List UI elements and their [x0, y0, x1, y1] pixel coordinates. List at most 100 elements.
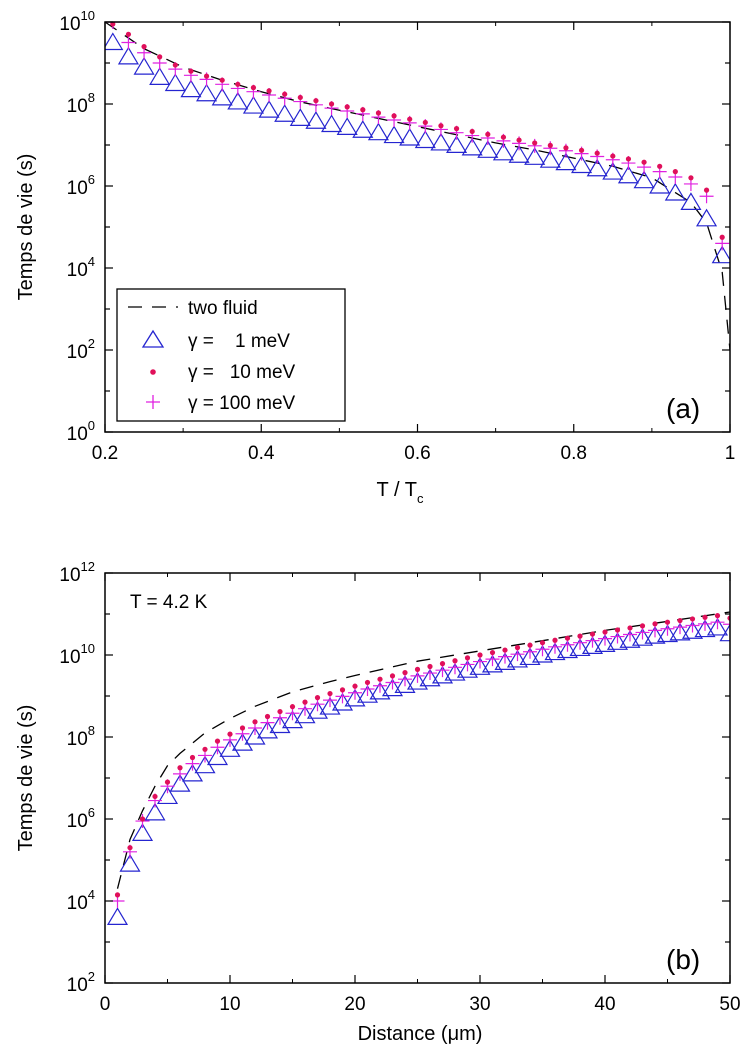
- gamma-10-point: [439, 661, 446, 667]
- gamma-10-point: [414, 666, 421, 672]
- gamma-1-point: [117, 46, 139, 65]
- y-tick-label: 102: [67, 969, 95, 996]
- gamma-1-point: [274, 104, 296, 122]
- gamma-1-point: [586, 158, 608, 177]
- x-tick-label: 20: [344, 994, 365, 1015]
- panel-a-legend: two fluid γ = 1 meV γ = 10 meV γ = 100 m…: [116, 288, 346, 422]
- gamma-1-point: [289, 108, 311, 126]
- gamma-1-point: [664, 182, 686, 201]
- gamma-10-point: [641, 159, 647, 165]
- gamma-1-point: [519, 647, 541, 666]
- gamma-1-point: [617, 165, 639, 184]
- gamma-10-point: [589, 631, 596, 637]
- gamma-10-point: [339, 687, 346, 693]
- gamma-1-point: [706, 617, 729, 636]
- gamma-10-point: [672, 169, 678, 175]
- gamma-10-point: [489, 649, 496, 656]
- x-tick-label: 1: [725, 443, 736, 464]
- legend-two-fluid-label: two fluid: [188, 298, 258, 319]
- x-tick-label: 30: [469, 994, 490, 1015]
- y-tick-label: 106: [67, 172, 95, 199]
- gamma-10-point: [502, 647, 508, 653]
- gamma-10-point: [564, 635, 571, 641]
- gamma-1-point: [680, 192, 702, 210]
- gamma-10-point: [327, 690, 333, 697]
- gamma-1-point: [131, 823, 154, 841]
- gamma-1-point: [524, 147, 546, 165]
- gamma-10-point: [563, 145, 569, 151]
- gamma-10-point: [477, 652, 483, 658]
- gamma-100-point: [723, 617, 730, 632]
- gamma-10-point: [602, 629, 608, 635]
- gamma-10-point: [539, 640, 546, 646]
- gamma-1-point: [477, 140, 499, 158]
- gamma-1-point: [305, 111, 327, 129]
- gamma-10-point: [689, 616, 696, 622]
- gamma-1-point: [414, 130, 436, 149]
- gamma-1-point: [367, 122, 389, 141]
- panel-a-chart: 0.2 0.4 0.6 0.8 1 100 102 104 106 108 1010 Temps d…: [15, 8, 735, 506]
- gamma-10-point: [219, 77, 225, 83]
- gamma-10-point: [639, 623, 646, 629]
- gamma-1-point: [456, 659, 479, 678]
- gamma-1-point: [394, 675, 416, 693]
- y-tick-label: 108: [67, 90, 95, 117]
- gamma-1-point: [321, 114, 343, 133]
- gamma-1-point: [606, 632, 629, 650]
- gamma-10-point: [139, 816, 146, 822]
- gamma-1-point: [369, 681, 391, 700]
- gamma-1-point: [494, 652, 516, 670]
- gamma-10-point: [577, 633, 583, 639]
- gamma-10-point: [235, 81, 241, 87]
- gamma-1-point: [105, 32, 124, 51]
- gamma-1-point: [481, 654, 504, 673]
- x-tick-label: 10: [219, 994, 240, 1015]
- panel-b-plot-area: [106, 611, 730, 926]
- gamma-1-point: [649, 175, 671, 194]
- gamma-1-point: [694, 619, 716, 638]
- gamma-1-point: [569, 638, 591, 657]
- gamma-10-point: [177, 765, 183, 771]
- gamma-1-point: [581, 636, 604, 654]
- gamma-1-point: [381, 678, 404, 697]
- gamma-10-point: [189, 754, 196, 761]
- gamma-1-point: [619, 630, 641, 648]
- gamma-1-point: [556, 640, 579, 659]
- gamma-1-point: [633, 170, 655, 189]
- gamma-1-point: [544, 642, 566, 661]
- gamma-1-point: [696, 208, 718, 227]
- gamma-10-point: [152, 793, 158, 800]
- y-tick-label: 104: [67, 254, 95, 281]
- gamma-1-point: [399, 127, 421, 146]
- panel-b-chart: 0 10 20 30 40 50 102 104 106 108 1010 1012 Temps de…: [15, 559, 741, 1045]
- gamma-10-point: [516, 137, 522, 143]
- y-tick-label: 1010: [59, 641, 95, 668]
- gamma-10-point: [164, 779, 171, 785]
- gamma-10-point: [214, 738, 221, 744]
- gamma-1-point: [711, 245, 730, 264]
- y-tick-label: 104: [67, 887, 95, 914]
- gamma-10-point: [438, 123, 444, 129]
- gamma-1-point: [242, 95, 264, 114]
- gamma-1-point: [431, 665, 454, 684]
- gamma-10-point: [252, 719, 258, 725]
- legend-gamma-10-label: γ = 10 meV: [188, 362, 296, 383]
- gamma-10-point: [360, 107, 366, 113]
- series-two-fluid-line: [116, 611, 730, 889]
- gamma-100-point: [121, 35, 136, 50]
- gamma-1-point: [446, 135, 468, 154]
- gamma-10-point: [389, 673, 396, 679]
- gamma-1-point: [492, 142, 514, 161]
- legend-gamma-100-swatch: [146, 395, 160, 409]
- panel-a-marks: [105, 22, 730, 351]
- gamma-10-point: [625, 156, 632, 162]
- gamma-10-point: [110, 22, 116, 27]
- gamma-10-point: [627, 625, 633, 631]
- gamma-10-point: [664, 619, 671, 625]
- gamma-1-point: [571, 155, 593, 174]
- y-tick-label: 1010: [59, 8, 95, 35]
- gamma-1-point: [196, 83, 218, 102]
- gamma-1-point: [258, 99, 280, 118]
- gamma-1-point: [656, 624, 679, 643]
- gamma-100-point: [105, 22, 120, 29]
